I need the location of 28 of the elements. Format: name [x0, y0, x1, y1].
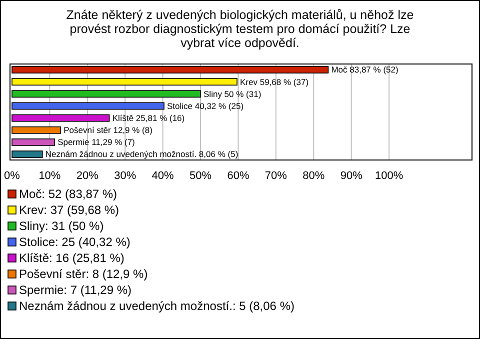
x-tick-label: 80%: [302, 170, 325, 182]
chart-title: Znáte některý z uvedených biologických materiálů, u něhož lze provést rozbor diagnostickým testem pro domácí použití? Lze vybrat více odpovědí.: [66, 8, 414, 50]
x-tick-label: 90%: [340, 170, 363, 182]
x-tick-label: 70%: [264, 170, 288, 182]
data-label: Krev 59,68 % (37): [240, 76, 309, 87]
data-label: Neznám žádnou z uvedených možností. 8,06 % (5): [45, 149, 238, 160]
legend-label: Stolice: 25 (40,32 %): [19, 235, 130, 249]
legend-label: Krev: 37 (59,68 %): [19, 203, 120, 217]
x-tick-label: 60%: [227, 170, 250, 182]
legend-label: Sliny: 31 (50 %): [19, 219, 104, 233]
legend-label: Poševní stěr: 8 (12,9 %): [19, 267, 148, 281]
data-label: Poševní stěr 12,9 % (8): [64, 125, 153, 136]
legend-label: Neznám žádnou z uvedených možností.: 5 (8,06 %): [19, 299, 294, 313]
x-tick-label: 100%: [374, 170, 404, 182]
x-tick-label: 0%: [4, 170, 20, 182]
legend-label: Moč: 52 (83,87 %): [19, 187, 118, 201]
x-tick-label: 10%: [38, 170, 61, 182]
data-label: Sliny 50 % (31): [204, 88, 262, 99]
x-tick-label: 20%: [76, 170, 99, 182]
legend-label: Spermie: 7 (11,29 %): [19, 283, 132, 297]
x-tick-label: 30%: [114, 170, 136, 182]
data-label: Klíště 25,81 % (16): [112, 113, 185, 124]
data-label: Spermie 11,29 % (7): [58, 137, 136, 148]
x-tick-label: 50%: [190, 170, 212, 182]
x-tick-label: 40%: [152, 170, 174, 182]
legend-label: Klíště: 16 (25,81 %): [19, 251, 124, 265]
data-label: Moč 83,87 % (52): [331, 64, 398, 75]
data-label: Stolice 40,32 % (25): [167, 100, 244, 111]
